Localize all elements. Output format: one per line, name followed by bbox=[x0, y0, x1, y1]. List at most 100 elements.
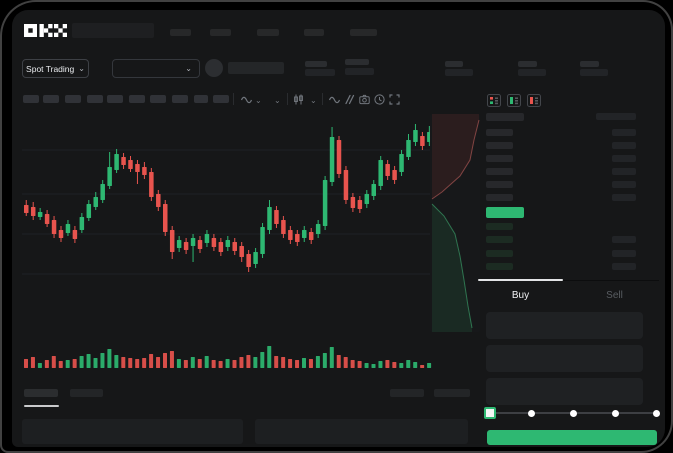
panel-divider bbox=[478, 280, 659, 281]
volume-chart bbox=[22, 342, 432, 368]
timeframe-button[interactable] bbox=[87, 95, 103, 103]
slider-step-dot[interactable] bbox=[653, 410, 660, 417]
coin-avatar[interactable] bbox=[205, 59, 223, 77]
ask-amount bbox=[612, 168, 636, 175]
orderbook-view-asks-icon[interactable] bbox=[527, 94, 541, 107]
toolbar-divider bbox=[322, 93, 323, 105]
depth-chart[interactable] bbox=[430, 114, 480, 332]
ticker-stat-label bbox=[305, 61, 327, 67]
buy-submit-button[interactable] bbox=[487, 430, 657, 445]
pair-selector[interactable]: ⌄ bbox=[112, 59, 200, 78]
compare-icon[interactable] bbox=[344, 94, 355, 105]
search-placeholder[interactable] bbox=[72, 23, 154, 38]
ticker-stat-value bbox=[305, 69, 335, 76]
sell-tab-label: Sell bbox=[606, 289, 623, 301]
nav-item[interactable] bbox=[257, 29, 279, 36]
bottom-panel-right bbox=[255, 419, 468, 444]
ask-amount bbox=[612, 142, 636, 149]
ask-price[interactable] bbox=[486, 129, 513, 136]
active-tab-underline bbox=[24, 405, 59, 407]
ask-amount bbox=[612, 155, 636, 162]
orderbook-col-header-price bbox=[486, 113, 524, 121]
buy-tab-label: Buy bbox=[511, 289, 530, 301]
timeframe-button[interactable] bbox=[150, 95, 166, 103]
ticker-stat-label bbox=[518, 61, 537, 67]
fullscreen-expand-icon[interactable] bbox=[389, 94, 400, 105]
amount-input[interactable] bbox=[486, 345, 643, 372]
timeframe-button[interactable] bbox=[43, 95, 59, 103]
nav-item[interactable] bbox=[210, 29, 231, 36]
ask-price[interactable] bbox=[486, 142, 513, 149]
candle-style-icon[interactable] bbox=[293, 94, 304, 105]
market-type-label: Spot Trading bbox=[26, 63, 75, 74]
timeframe-button[interactable] bbox=[194, 95, 208, 103]
depth-svg bbox=[431, 114, 480, 332]
slider-step-dot[interactable] bbox=[612, 410, 619, 417]
ask-price[interactable] bbox=[486, 155, 513, 162]
timeframe-button[interactable] bbox=[129, 95, 145, 103]
last-price-badge[interactable] bbox=[486, 207, 524, 218]
tab-sell[interactable]: Sell bbox=[572, 286, 657, 304]
okx-logo[interactable] bbox=[24, 24, 67, 37]
orderbook-col-header-amount bbox=[596, 113, 636, 120]
market-type-selector[interactable]: Spot Trading ⌄ bbox=[22, 59, 89, 78]
ticker-stat-label bbox=[445, 61, 463, 67]
total-input[interactable] bbox=[486, 378, 643, 405]
bid-amount bbox=[612, 263, 636, 270]
buy-tab-indicator bbox=[478, 279, 563, 281]
bottom-tab[interactable] bbox=[70, 389, 103, 397]
bid-amount bbox=[612, 236, 636, 243]
ask-amount bbox=[612, 129, 636, 136]
candlestick-chart[interactable] bbox=[22, 112, 432, 294]
nav-item[interactable] bbox=[350, 29, 377, 36]
time-clock-icon[interactable] bbox=[374, 94, 385, 105]
bid-amount bbox=[612, 250, 636, 257]
pair-name-placeholder bbox=[228, 62, 284, 74]
nav-item[interactable] bbox=[304, 29, 324, 36]
bid-price[interactable] bbox=[486, 223, 513, 230]
app-window: Spot Trading ⌄ ⌄ ⌄ ⌄ ⌄ bbox=[12, 10, 665, 447]
nav-item[interactable] bbox=[170, 29, 191, 36]
chevron-down-icon: ⌄ bbox=[78, 63, 85, 73]
camera-snapshot-icon[interactable] bbox=[359, 94, 370, 105]
bid-price[interactable] bbox=[486, 263, 513, 270]
ticker-stat-value bbox=[518, 69, 546, 76]
indicator-wave-icon[interactable] bbox=[240, 94, 253, 105]
candlestick-svg bbox=[22, 124, 432, 275]
chevron-down-icon[interactable]: ⌄ bbox=[310, 96, 317, 105]
timeframe-button[interactable] bbox=[213, 95, 229, 103]
slider-step-dot[interactable] bbox=[570, 410, 577, 417]
bid-price[interactable] bbox=[486, 236, 513, 243]
ask-price[interactable] bbox=[486, 168, 513, 175]
bid-price[interactable] bbox=[486, 250, 513, 257]
ticker-stat-value bbox=[580, 69, 608, 76]
ask-price[interactable] bbox=[486, 181, 513, 188]
toolbar-divider bbox=[287, 93, 288, 105]
chevron-down-icon[interactable]: ⌄ bbox=[255, 96, 262, 105]
ticker-stat-value bbox=[345, 68, 374, 75]
orderbook-view-both-icon[interactable] bbox=[487, 94, 501, 107]
ticker-stat-label bbox=[580, 61, 599, 67]
tab-buy[interactable]: Buy bbox=[478, 286, 563, 304]
bottom-panel-left bbox=[22, 419, 243, 444]
timeframe-button[interactable] bbox=[23, 95, 39, 103]
ask-price[interactable] bbox=[486, 194, 513, 201]
chevron-down-icon: ⌄ bbox=[185, 63, 192, 73]
slider-step-dot[interactable] bbox=[528, 410, 535, 417]
ask-amount bbox=[612, 194, 636, 201]
volume-svg bbox=[24, 346, 432, 368]
timeframe-button[interactable] bbox=[65, 95, 81, 103]
bottom-tab-active[interactable] bbox=[24, 389, 58, 397]
toolbar-divider bbox=[233, 93, 234, 105]
line-wave-icon[interactable] bbox=[328, 94, 341, 105]
chevron-down-icon[interactable]: ⌄ bbox=[274, 96, 281, 105]
price-input[interactable] bbox=[486, 312, 643, 339]
timeframe-button[interactable] bbox=[172, 95, 188, 103]
ticker-stat-value bbox=[445, 69, 473, 76]
orderbook-view-bids-icon[interactable] bbox=[507, 94, 521, 107]
bottom-action[interactable] bbox=[434, 389, 470, 397]
slider-handle[interactable] bbox=[484, 407, 496, 419]
timeframe-button[interactable] bbox=[107, 95, 123, 103]
bottom-action[interactable] bbox=[390, 389, 424, 397]
